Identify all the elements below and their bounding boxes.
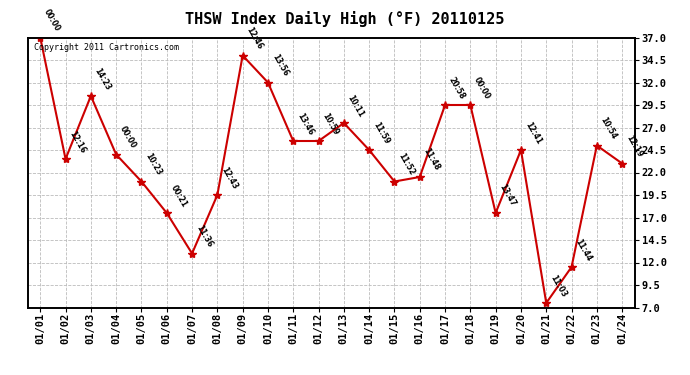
Text: 12:43: 12:43 [219, 165, 239, 190]
Text: 11:44: 11:44 [573, 237, 593, 262]
Text: 13:56: 13:56 [270, 53, 290, 78]
Text: 00:00: 00:00 [473, 75, 492, 100]
Text: 10:59: 10:59 [321, 111, 340, 136]
Text: 11:48: 11:48 [422, 147, 442, 172]
Text: 10:11: 10:11 [346, 93, 366, 118]
Text: THSW Index Daily High (°F) 20110125: THSW Index Daily High (°F) 20110125 [186, 11, 504, 27]
Text: 00:00: 00:00 [42, 8, 62, 33]
Text: 11:36: 11:36 [194, 224, 214, 249]
Text: 10:54: 10:54 [599, 116, 619, 141]
Text: 00:00: 00:00 [118, 124, 138, 150]
Text: 13:47: 13:47 [497, 183, 518, 209]
Text: 14:23: 14:23 [93, 66, 112, 92]
Text: 13:46: 13:46 [295, 111, 315, 136]
Text: 11:52: 11:52 [397, 152, 416, 177]
Text: 20:58: 20:58 [447, 75, 467, 100]
Text: Copyright 2011 Cartronics.com: Copyright 2011 Cartronics.com [34, 43, 179, 52]
Text: 11:59: 11:59 [371, 120, 391, 146]
Text: 10:23: 10:23 [144, 152, 164, 177]
Text: 11:03: 11:03 [549, 273, 568, 298]
Text: 12:19: 12:19 [624, 134, 644, 159]
Text: 12:16: 12:16 [68, 129, 88, 154]
Text: 12:46: 12:46 [245, 26, 264, 51]
Text: 00:21: 00:21 [169, 183, 188, 209]
Text: 12:41: 12:41 [523, 120, 543, 146]
